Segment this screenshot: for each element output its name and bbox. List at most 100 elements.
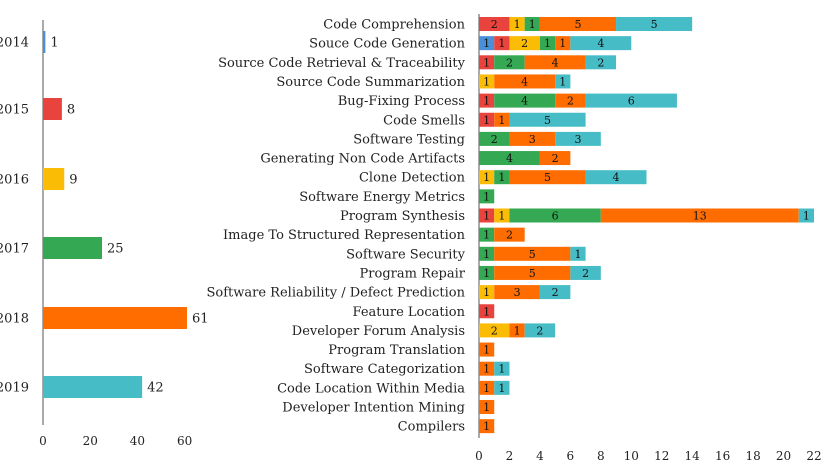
segment-2016 xyxy=(509,36,540,51)
segment-2016 xyxy=(479,323,510,338)
segment-value-2018: 2 xyxy=(567,95,574,108)
year-bar-2015 xyxy=(43,98,62,120)
segment-value-2015: 1 xyxy=(483,56,490,69)
segment-2019 xyxy=(798,208,814,223)
segment-2017 xyxy=(479,131,510,146)
segment-value-2016: 1 xyxy=(483,171,490,184)
segment-2018 xyxy=(524,55,586,70)
segment-2018 xyxy=(494,74,556,89)
segment-value-2018: 1 xyxy=(483,420,490,433)
segment-2015 xyxy=(479,93,495,108)
segment-value-2018: 3 xyxy=(529,133,536,146)
left-x-tick-40: 40 xyxy=(130,434,145,448)
segment-value-2016: 1 xyxy=(498,210,505,223)
segment-value-2018: 5 xyxy=(574,18,581,31)
segment-value-2018: 13 xyxy=(693,210,707,223)
segment-2016 xyxy=(479,74,495,89)
segment-value-2015: 1 xyxy=(483,305,490,318)
segment-value-2017: 4 xyxy=(506,152,513,165)
year-bar-2016 xyxy=(43,168,65,190)
category-label: Program Translation xyxy=(328,343,465,358)
year-value-2017: 25 xyxy=(107,242,124,257)
right-x-tick-16: 16 xyxy=(715,449,730,463)
segment-value-2018: 1 xyxy=(483,344,490,357)
segment-2019 xyxy=(494,380,510,395)
category-label: Software Security xyxy=(346,247,466,262)
category-label: Software Categorization xyxy=(304,362,466,377)
category-label: Code Smells xyxy=(383,113,465,128)
category-label: Source Code Retrieval & Traceability xyxy=(218,56,466,71)
segment-value-2019: 2 xyxy=(582,267,589,280)
segment-2018 xyxy=(479,400,495,414)
segment-2019 xyxy=(570,265,601,280)
segment-2017 xyxy=(479,227,495,242)
segment-2017 xyxy=(479,189,495,204)
segment-value-2017: 4 xyxy=(521,95,528,108)
segment-value-2019: 2 xyxy=(552,286,559,299)
segment-value-2019: 5 xyxy=(544,114,551,127)
segment-value-2017: 1 xyxy=(483,267,490,280)
segment-value-2018: 1 xyxy=(483,363,490,376)
segment-value-2018: 4 xyxy=(521,75,528,88)
segment-2019 xyxy=(570,36,632,51)
right-x-tick-0: 0 xyxy=(475,449,483,463)
segment-2018 xyxy=(494,112,510,127)
segment-2015 xyxy=(479,17,510,31)
category-label: Feature Location xyxy=(353,305,466,320)
segment-value-2016: 1 xyxy=(514,18,521,31)
segment-value-2018: 5 xyxy=(544,171,551,184)
segment-2019 xyxy=(585,170,647,185)
year-value-2018: 61 xyxy=(192,312,209,327)
category-label: Bug-Fixing Process xyxy=(338,94,465,109)
category-label: Software Reliability / Defect Prediction xyxy=(207,286,466,301)
segment-2017 xyxy=(494,170,510,185)
segment-value-2018: 1 xyxy=(483,401,490,414)
year-label-2019: 2019 xyxy=(0,381,29,396)
segment-2018 xyxy=(479,361,495,376)
segment-2015 xyxy=(479,304,495,319)
segment-2018 xyxy=(600,208,799,223)
segment-value-2017: 2 xyxy=(491,133,498,146)
year-bar-2017 xyxy=(43,237,103,259)
segment-value-2017: 2 xyxy=(506,56,513,69)
segment-2019 xyxy=(524,323,556,338)
segment-value-2018: 1 xyxy=(559,37,566,50)
year-value-2015: 8 xyxy=(67,103,75,118)
segment-2015 xyxy=(479,112,495,127)
segment-2019 xyxy=(494,361,510,376)
year-bar-2019 xyxy=(43,376,143,398)
category-label: Generating Non Code Artifacts xyxy=(260,152,465,167)
right-x-tick-6: 6 xyxy=(567,449,575,463)
year-bar-2014 xyxy=(43,31,46,53)
right-x-tick-18: 18 xyxy=(745,449,760,463)
segment-2018 xyxy=(539,151,571,166)
segment-value-2019: 4 xyxy=(613,171,620,184)
right-x-tick-12: 12 xyxy=(654,449,669,463)
segment-2018 xyxy=(539,17,617,31)
segment-value-2015: 1 xyxy=(483,114,490,127)
segment-value-2019: 2 xyxy=(597,56,604,69)
segment-2018 xyxy=(494,246,571,261)
year-bar-2018 xyxy=(43,307,187,329)
segment-2019 xyxy=(616,17,693,31)
segment-value-2018: 5 xyxy=(529,248,536,261)
segment-2017 xyxy=(494,93,556,108)
year-value-2014: 1 xyxy=(50,36,58,51)
year-label-2015: 2015 xyxy=(0,103,29,118)
segment-2016 xyxy=(479,285,495,300)
category-label: Program Repair xyxy=(360,266,466,281)
category-label: Compilers xyxy=(398,420,465,435)
left-x-tick-0: 0 xyxy=(39,434,47,448)
segment-2018 xyxy=(479,342,495,357)
segment-value-2017: 1 xyxy=(544,37,551,50)
segment-value-2019: 1 xyxy=(498,363,505,376)
segment-2017 xyxy=(479,265,495,280)
segment-2019 xyxy=(509,112,586,127)
segment-value-2017: 1 xyxy=(498,171,505,184)
segment-2018 xyxy=(555,93,586,108)
segment-value-2018: 2 xyxy=(552,152,559,165)
segment-value-2017: 1 xyxy=(483,190,490,203)
right-x-tick-22: 22 xyxy=(806,449,821,463)
segment-value-2018: 2 xyxy=(506,229,513,242)
